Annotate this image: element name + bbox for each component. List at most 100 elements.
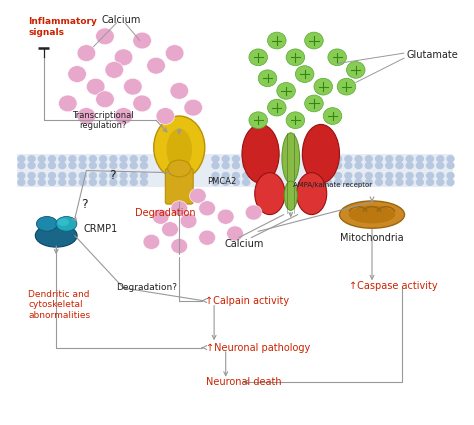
Text: CRMP1: CRMP1 [83,224,118,234]
Circle shape [96,28,114,45]
Circle shape [99,178,107,186]
Circle shape [58,172,66,179]
Circle shape [232,155,240,163]
Circle shape [109,172,118,179]
Ellipse shape [282,133,300,183]
Circle shape [416,155,424,163]
Circle shape [242,178,250,186]
Circle shape [405,162,414,169]
Circle shape [99,155,107,163]
Circle shape [416,178,424,186]
Circle shape [79,155,87,163]
Circle shape [405,155,414,163]
Circle shape [267,99,286,116]
Circle shape [346,62,365,78]
Circle shape [140,172,148,179]
Circle shape [124,78,142,95]
Circle shape [171,238,188,254]
Text: ↑Calpain activity: ↑Calpain activity [205,296,289,306]
Circle shape [249,49,267,66]
Circle shape [286,49,305,66]
Circle shape [334,178,342,186]
Text: ↑Neuronal pathology: ↑Neuronal pathology [206,343,310,353]
Circle shape [180,213,197,229]
Circle shape [365,178,373,186]
Circle shape [27,178,36,186]
Circle shape [119,162,128,169]
Circle shape [355,162,363,169]
Ellipse shape [36,216,57,231]
Circle shape [447,155,455,163]
Text: Transcriptional
regulation?: Transcriptional regulation? [72,110,134,130]
Circle shape [27,172,36,179]
Circle shape [232,162,240,169]
Text: Calcium: Calcium [225,239,264,249]
Circle shape [426,162,434,169]
Circle shape [324,155,332,163]
Circle shape [385,178,393,186]
Circle shape [232,172,240,179]
Circle shape [344,178,353,186]
Circle shape [447,172,455,179]
Circle shape [211,178,219,186]
Circle shape [156,108,174,125]
FancyBboxPatch shape [17,154,453,187]
Circle shape [133,32,151,49]
Circle shape [447,178,455,186]
Circle shape [221,155,230,163]
Circle shape [48,155,56,163]
Circle shape [17,172,26,179]
Circle shape [17,155,26,163]
Circle shape [114,108,133,125]
Ellipse shape [168,160,191,177]
Ellipse shape [35,224,77,247]
Circle shape [129,178,138,186]
Text: Dendritic and
cytoskeletal
abnormalities: Dendritic and cytoskeletal abnormalities [28,290,91,320]
Circle shape [171,201,188,216]
Circle shape [328,49,346,66]
Circle shape [89,172,97,179]
Circle shape [77,45,96,62]
Circle shape [99,172,107,179]
Text: Neuronal death: Neuronal death [206,377,282,387]
Circle shape [211,162,219,169]
Circle shape [184,99,202,116]
Circle shape [48,162,56,169]
Ellipse shape [57,218,69,226]
Circle shape [68,178,77,186]
Circle shape [58,162,66,169]
Circle shape [221,162,230,169]
Circle shape [375,178,383,186]
Circle shape [58,95,77,112]
Text: ↑Caspase activity: ↑Caspase activity [349,281,438,291]
Circle shape [37,178,46,186]
Circle shape [79,162,87,169]
Circle shape [385,162,393,169]
Ellipse shape [349,206,395,224]
Ellipse shape [166,129,192,170]
Circle shape [140,162,148,169]
Circle shape [286,112,305,129]
Circle shape [133,95,151,112]
Circle shape [77,108,96,125]
Circle shape [211,155,219,163]
Text: ?: ? [81,198,87,211]
Circle shape [447,162,455,169]
Text: AMPA/kainate receptor: AMPA/kainate receptor [293,182,372,188]
Circle shape [109,178,118,186]
Text: Degradation: Degradation [135,207,196,218]
Circle shape [334,162,342,169]
Circle shape [416,172,424,179]
Circle shape [258,70,277,87]
Circle shape [17,178,26,186]
Circle shape [162,222,178,237]
Circle shape [334,172,342,179]
Circle shape [37,155,46,163]
Text: Degradation?: Degradation? [116,283,177,292]
Circle shape [221,172,230,179]
Circle shape [232,178,240,186]
Circle shape [242,172,250,179]
Circle shape [405,178,414,186]
Circle shape [355,155,363,163]
Text: ?: ? [109,169,115,182]
